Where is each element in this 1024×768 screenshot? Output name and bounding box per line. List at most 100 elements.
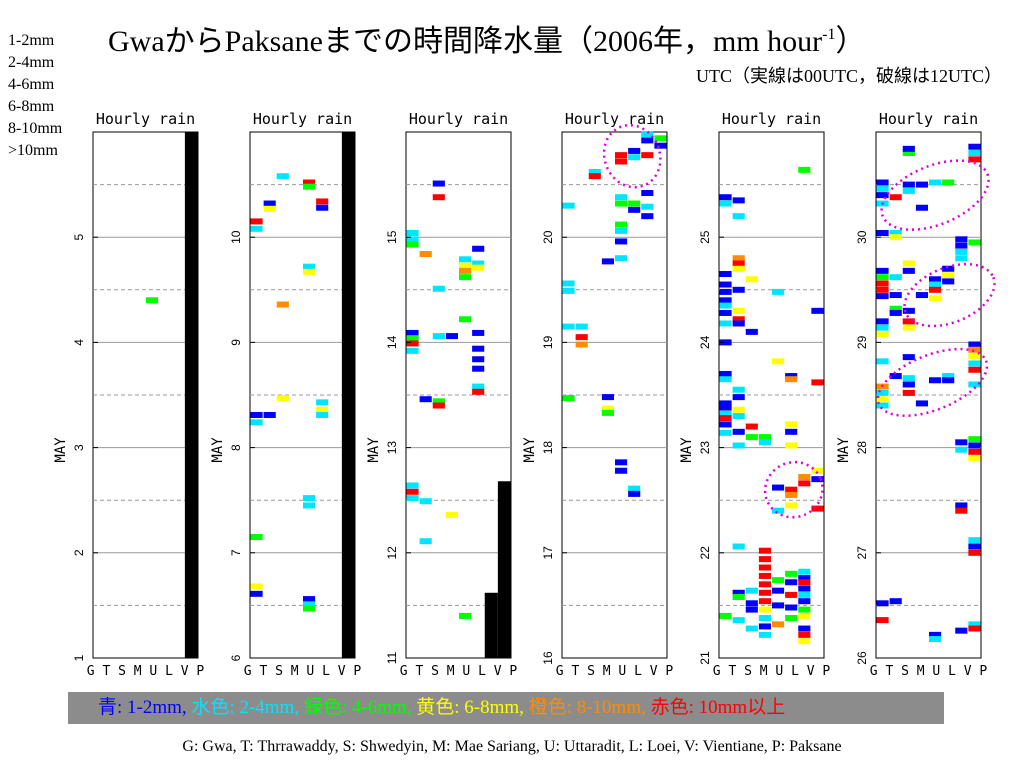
rain-cell [968, 549, 981, 556]
rain-cell [732, 320, 745, 327]
rain-cell [472, 356, 485, 363]
rain-cell [772, 587, 785, 594]
rain-cell [472, 345, 485, 352]
y-axis-label: MAY [522, 437, 538, 463]
rain-cell [719, 302, 732, 309]
rain-cell [615, 221, 628, 228]
rain-cell [876, 229, 889, 236]
rain-cell [732, 413, 745, 420]
rain-cell [968, 455, 981, 462]
rain-cell [968, 360, 981, 367]
rain-cell [785, 591, 798, 598]
rain-cell [615, 152, 628, 159]
x-tick-labels: G T S M U L V P [870, 664, 988, 679]
rain-cell [785, 428, 798, 435]
y-tick-label: 28 [855, 441, 869, 455]
rain-cell [719, 404, 732, 411]
rain-cell [798, 591, 811, 598]
rain-cell [719, 271, 732, 278]
rain-cell [732, 265, 745, 272]
rain-cell [732, 617, 745, 624]
rain-cell [303, 495, 316, 502]
highlight-ellipse [903, 262, 996, 328]
rain-cell [601, 409, 614, 416]
rain-cell [575, 323, 588, 330]
rain-cell [902, 181, 915, 188]
rain-cell [758, 615, 771, 622]
y-axis-label: MAY [366, 437, 382, 463]
rain-panel: Hourly rain 1 2 3 4 5 MAY G T S M U L V P [53, 110, 204, 679]
rain-cell [772, 358, 785, 365]
y-tick-label: 14 [385, 335, 399, 349]
rain-cell [955, 255, 968, 262]
rain-cell [641, 190, 654, 197]
panel-title: Hourly rain [879, 110, 978, 128]
y-tick-label: 1 [72, 654, 86, 661]
rain-cell [902, 145, 915, 152]
rain-cell [406, 236, 419, 243]
rain-cell [732, 589, 745, 596]
rain-cell [915, 292, 928, 299]
rain-cell [955, 507, 968, 514]
y-tick-label: 13 [385, 441, 399, 455]
rain-cell [719, 370, 732, 377]
rain-cell [785, 604, 798, 611]
rain-cell [719, 339, 732, 346]
rain-cell [798, 585, 811, 592]
rain-cell [955, 248, 968, 255]
rain-cell [472, 365, 485, 372]
title-exponent: -1 [822, 26, 836, 43]
rain-cell [758, 598, 771, 605]
rain-cell [889, 305, 902, 312]
rain-cell [641, 137, 654, 144]
rain-cell [250, 411, 263, 418]
rain-cell [432, 285, 445, 292]
y-axis-label: MAY [679, 437, 695, 463]
rain-cell [732, 307, 745, 314]
rain-cell [758, 572, 771, 579]
rain-cell [303, 596, 316, 603]
rain-cell [562, 202, 575, 209]
y-tick-label: 6 [229, 654, 243, 661]
rain-cell [785, 442, 798, 449]
rain-cell [406, 347, 419, 354]
rain-cell [955, 627, 968, 634]
rain-cell [732, 260, 745, 267]
rain-cell [968, 143, 981, 150]
rain-cell [615, 158, 628, 165]
rain-cell [968, 366, 981, 373]
rain-cell [654, 142, 667, 149]
rain-cell [915, 181, 928, 188]
rain-cell [459, 262, 472, 269]
rain-cell [876, 358, 889, 365]
missing-data-bar [484, 592, 498, 658]
x-tick-labels: G T S M U L V P [87, 664, 205, 679]
rain-cell [876, 389, 889, 396]
rain-cell [968, 621, 981, 628]
rain-cell [719, 612, 732, 619]
rain-cell [745, 587, 758, 594]
rain-cell [263, 411, 276, 418]
rain-cell [303, 605, 316, 612]
y-axis-label: MAY [53, 437, 69, 463]
rain-cell [968, 537, 981, 544]
page-subtitle: UTC（実線は00UTC，破線は12UTC） [696, 66, 1002, 86]
rain-cell [968, 442, 981, 449]
rain-cell [719, 194, 732, 201]
rain-cell [902, 187, 915, 194]
rain-cell [785, 615, 798, 622]
rain-cell [785, 486, 798, 493]
rain-cell [968, 156, 981, 163]
rain-cell [276, 173, 289, 180]
y-tick-label: 7 [229, 549, 243, 556]
rain-cell [719, 376, 732, 383]
rain-cell [432, 194, 445, 201]
rain-cell [955, 446, 968, 453]
rain-cell [955, 242, 968, 249]
rain-cell [406, 495, 419, 502]
rain-cell [889, 292, 902, 299]
rain-cell [876, 600, 889, 607]
rain-cell [876, 274, 889, 281]
rain-cell [615, 194, 628, 201]
rain-cell [929, 179, 942, 186]
